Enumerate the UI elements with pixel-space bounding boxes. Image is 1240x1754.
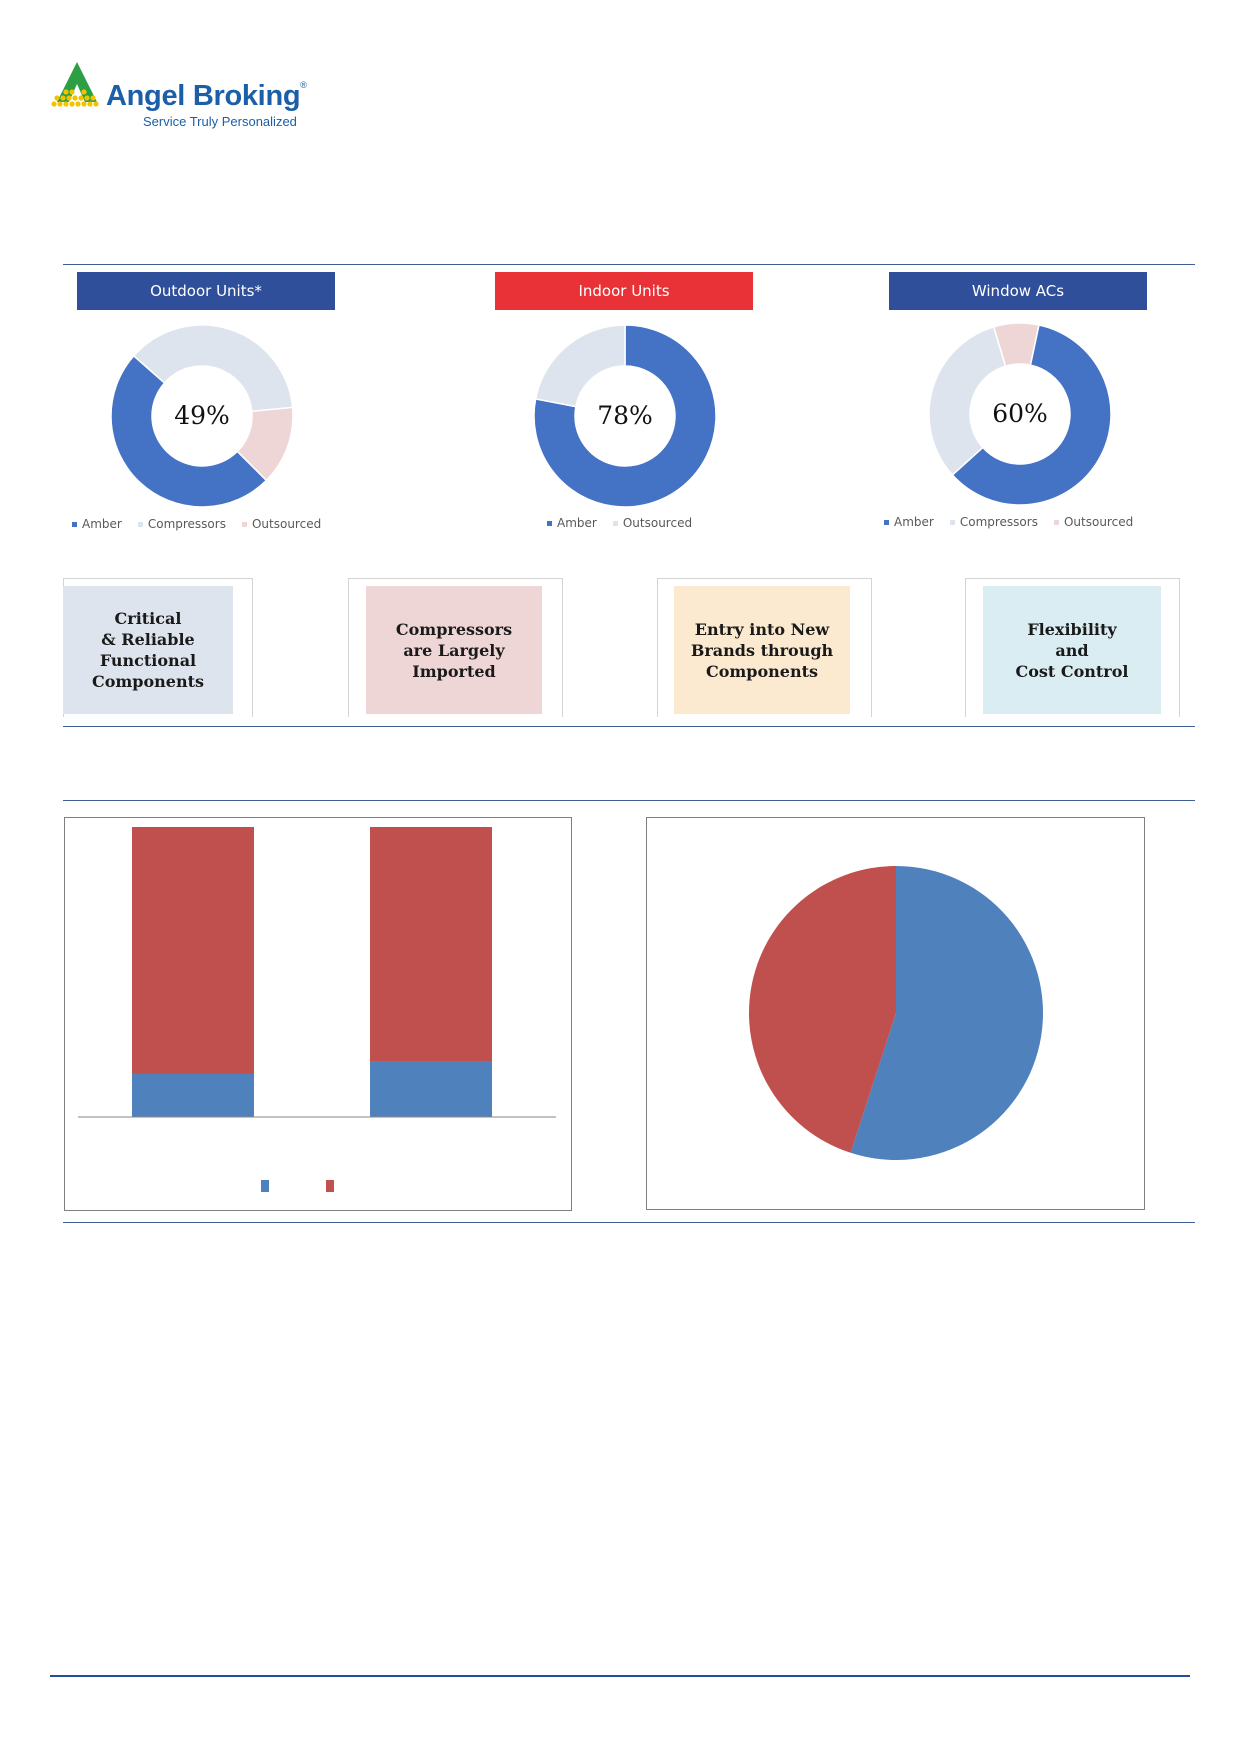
divider-cards-bottom [63, 726, 1195, 727]
outdoor-units-segment-compressors [132, 324, 294, 413]
divider-charts-top [63, 800, 1195, 801]
outdoor-units-donut-chart: 49% [110, 324, 294, 508]
pie-chart [749, 866, 1043, 1160]
card-critical-components: Critical & Reliable Functional Component… [63, 586, 233, 714]
legend-item-amber: Amber [72, 517, 122, 531]
footer-line [50, 1675, 1190, 1677]
window-acs-header: Window ACs [889, 272, 1147, 310]
divider-charts-bottom [63, 1222, 1195, 1223]
indoor-units-segment-amber [533, 324, 717, 508]
outdoor-units-segment-amber [110, 354, 268, 508]
pie-slice-blue [850, 866, 1043, 1160]
bar-2-segment-red [370, 827, 492, 1062]
bar-legend-swatch-red [326, 1180, 334, 1192]
window-acs-donut-chart: 60% [928, 322, 1112, 506]
window-acs-segment-compressors [928, 325, 1007, 476]
legend-item-outsourced: Outsourced [241, 517, 321, 531]
indoor-units-header: Indoor Units [495, 272, 753, 310]
brand-name: Angel Broking® [106, 80, 307, 112]
legend-item-amber: Amber [547, 516, 597, 530]
window-acs-segment-outsourced [992, 322, 1040, 368]
legend-item-outsourced: Outsourced [1053, 515, 1133, 529]
legend-item-outsourced: Outsourced [612, 516, 692, 530]
legend-item-compressors: Compressors [949, 515, 1038, 529]
window-acs-legend: Amber Compressors Outsourced [884, 515, 1133, 529]
legend-item-compressors: Compressors [137, 517, 226, 531]
card-frame-2 [348, 578, 563, 717]
card-compressors-imported: Compressors are Largely Imported [366, 586, 542, 714]
brand-tagline: Service Truly Personalized [143, 114, 297, 129]
indoor-units-segment-outsourced [534, 324, 626, 408]
divider-top [63, 264, 1195, 265]
bar-1-segment-red [132, 827, 254, 1074]
outdoor-units-legend: Amber Compressors Outsourced [72, 517, 321, 531]
indoor-units-legend: Amber Outsourced [547, 516, 692, 530]
outdoor-units-center-label: 49% [174, 401, 230, 430]
window-acs-segment-amber [951, 324, 1112, 506]
outdoor-units-segment-outsourced [236, 406, 294, 482]
card-flexibility-cost-control: Flexibility and Cost Control [983, 586, 1161, 714]
indoor-units-center-label: 78% [597, 401, 653, 430]
bar-1-segment-blue [132, 1073, 254, 1117]
legend-item-amber: Amber [884, 515, 934, 529]
card-frame-3 [657, 578, 872, 717]
pie-slice-red [749, 866, 896, 1153]
bar-2-segment-blue [370, 1061, 492, 1117]
card-frame-4 [965, 578, 1180, 717]
stacked-bar-chart [78, 827, 556, 1192]
brand-logo-icon [51, 62, 99, 107]
card-entry-new-brands: Entry into New Brands through Components [674, 586, 850, 714]
window-acs-center-label: 60% [992, 399, 1048, 428]
indoor-units-donut-chart: 78% [533, 324, 717, 508]
bar-legend-swatch-blue [261, 1180, 269, 1192]
outdoor-units-header: Outdoor Units* [77, 272, 335, 310]
